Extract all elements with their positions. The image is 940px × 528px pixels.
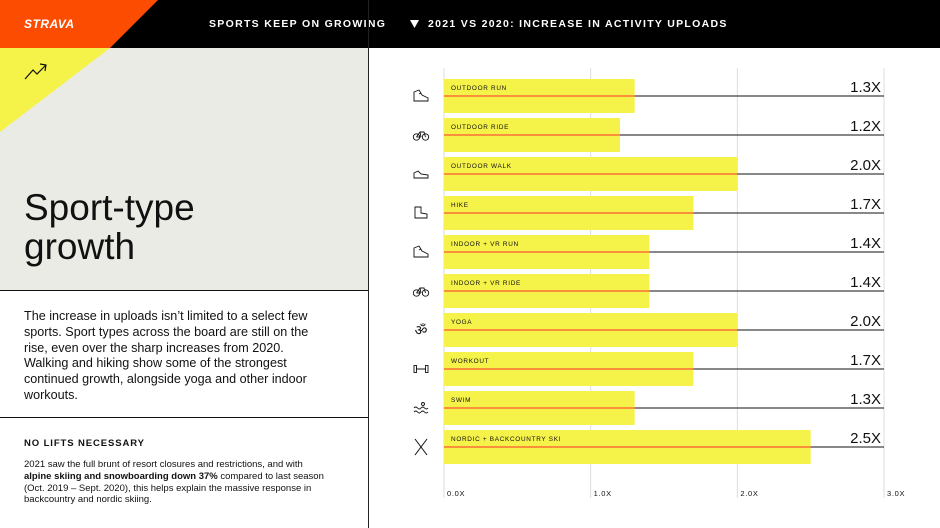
trend-up-icon xyxy=(24,63,47,80)
dumbbell-icon xyxy=(413,365,429,373)
intro-paragraph: The increase in uploads isn’t limited to… xyxy=(24,309,309,402)
bicycle-icon xyxy=(412,131,430,141)
left-panel: Sport-type growth The increase in upload… xyxy=(0,48,368,528)
sub-text-part-1: 2021 saw the full brunt of resort closur… xyxy=(24,459,303,470)
bar-chart: OUTDOOR RUN 1.3X OUTDOOR RIDE 1.2X OUTDOOR W… xyxy=(369,48,940,528)
category-label: OUTDOOR WALK xyxy=(451,163,512,170)
x-tick-label: 3.0X xyxy=(887,489,905,498)
running-shoe-icon xyxy=(413,89,429,102)
bicycle-icon xyxy=(412,287,430,297)
category-label: OUTDOOR RIDE xyxy=(451,124,509,131)
vertical-divider xyxy=(368,0,369,528)
x-tick-label: 2.0X xyxy=(740,489,758,498)
om-icon: ॐ xyxy=(415,323,428,339)
divider xyxy=(0,290,368,291)
divider xyxy=(0,417,368,418)
chart-title: 2021 VS 2020: INCREASE IN ACTIVITY UPLOA… xyxy=(428,18,728,30)
value-label: 1.3X xyxy=(850,79,881,96)
top-bar: STRAVA SPORTS KEEP ON GROWING 2021 VS 20… xyxy=(0,0,940,48)
value-label: 2.5X xyxy=(850,430,881,447)
sub-paragraph: 2021 saw the full brunt of resort closur… xyxy=(24,459,324,506)
title-line-2: growth xyxy=(24,226,136,267)
hiking-boot-icon xyxy=(414,206,428,219)
section-title: SPORTS KEEP ON GROWING xyxy=(209,18,387,30)
category-label: HIKE xyxy=(451,202,469,209)
walking-shoe-icon xyxy=(413,170,429,179)
page-title: Sport-type growth xyxy=(24,188,195,266)
svg-text:ॐ: ॐ xyxy=(415,323,428,339)
value-label: 1.2X xyxy=(850,118,881,135)
sub-heading: NO LIFTS NECESSARY xyxy=(24,438,145,449)
x-tick-label: 1.0X xyxy=(594,489,612,498)
value-label: 1.4X xyxy=(850,235,881,252)
value-label: 1.7X xyxy=(850,196,881,213)
category-label: OUTDOOR RUN xyxy=(451,85,507,92)
chart-svg: OUTDOOR RUN 1.3X OUTDOOR RIDE 1.2X OUTDOOR W… xyxy=(412,68,905,498)
sub-text-part-2: compared to last season (Oct. 2019 – Sep… xyxy=(24,470,324,506)
category-label: WORKOUT xyxy=(451,358,489,365)
category-label: NORDIC + BACKCOUNTRY SKI xyxy=(451,436,561,443)
brand-orange-shape xyxy=(0,0,158,48)
category-label: YOGA xyxy=(451,319,472,326)
brand-wedge xyxy=(0,0,158,48)
category-label: INDOOR + VR RUN xyxy=(451,241,519,248)
running-shoe-icon xyxy=(413,245,429,258)
value-label: 1.7X xyxy=(850,352,881,369)
category-label: SWIM xyxy=(451,397,471,404)
title-line-1: Sport-type xyxy=(24,187,195,228)
value-label: 1.4X xyxy=(850,274,881,291)
category-label: INDOOR + VR RIDE xyxy=(451,280,521,287)
x-tick-label: 0.0X xyxy=(447,489,465,498)
strava-logo[interactable]: STRAVA xyxy=(24,17,75,31)
yellow-wedge xyxy=(0,48,110,132)
sub-text-bold: alpine skiing and snowboarding down 37% xyxy=(24,470,218,482)
value-label: 2.0X xyxy=(850,157,881,174)
hero-panel: Sport-type growth xyxy=(0,48,368,290)
value-label: 1.3X xyxy=(850,391,881,408)
triangle-down-icon xyxy=(410,20,419,28)
waves-icon xyxy=(413,402,429,414)
brand-block: STRAVA xyxy=(0,0,160,48)
value-label: 2.0X xyxy=(850,313,881,330)
ski-icon xyxy=(414,438,428,456)
yellow-wedge-shape xyxy=(0,48,110,132)
